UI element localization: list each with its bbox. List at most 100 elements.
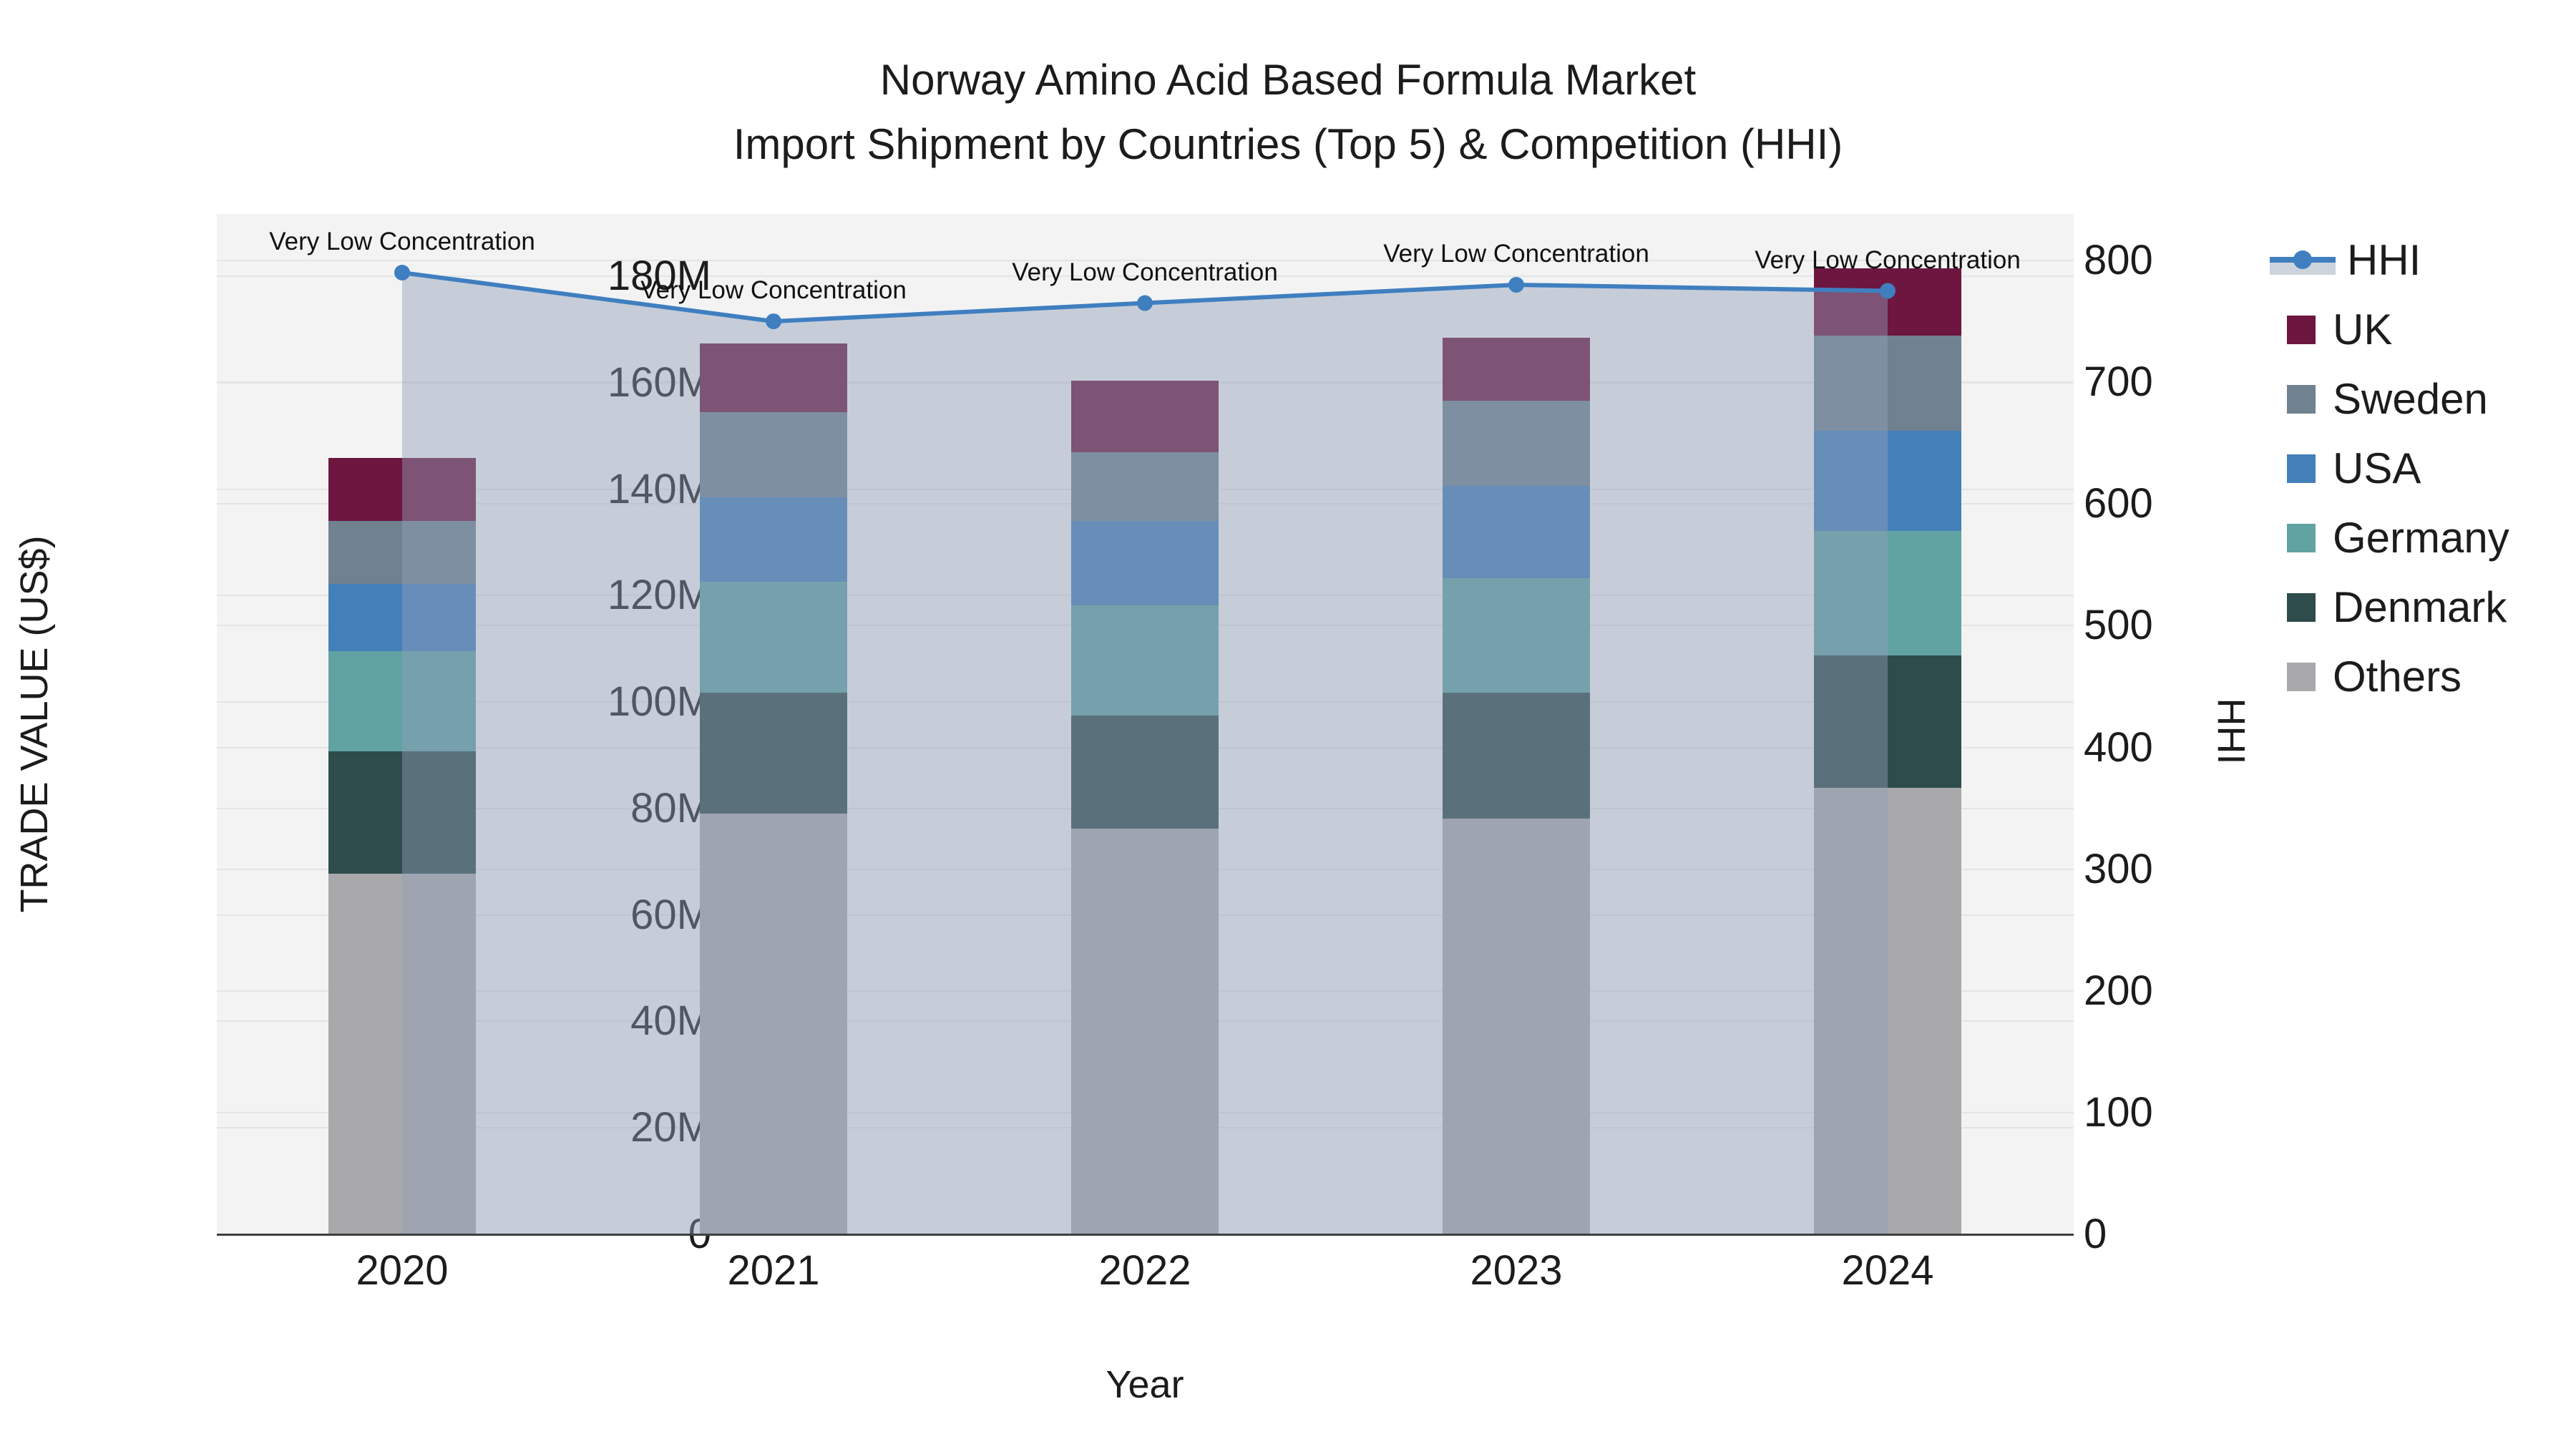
plot-area: Very Low Concentration Very Low Concentra… xyxy=(217,214,2074,1236)
legend-label-denmark: Denmark xyxy=(2333,582,2507,631)
hhi-marker-2022[interactable] xyxy=(1137,295,1153,311)
y-right-tick-100: 100 xyxy=(2084,1088,2153,1136)
legend-item-sweden[interactable]: Sweden xyxy=(2270,364,2509,434)
legend-swatch-uk xyxy=(2287,315,2316,344)
bar-stack-2021 xyxy=(700,214,847,1234)
x-tick-2023: 2023 xyxy=(1470,1247,1563,1294)
legend-label-hhi: HHI xyxy=(2347,235,2421,284)
bar-segment-usa-2022[interactable] xyxy=(1071,521,1219,605)
bar-segment-germany-2023[interactable] xyxy=(1443,577,1590,693)
legend-label-others: Others xyxy=(2333,652,2462,701)
annotation-2023: Very Low Concentration xyxy=(1383,240,1649,268)
gridline-left-180 xyxy=(217,275,2074,277)
bar-segment-denmark-2020[interactable] xyxy=(328,751,476,874)
legend-swatch-sweden xyxy=(2287,384,2316,414)
y-right-tick-700: 700 xyxy=(2084,358,2153,406)
hhi-overlay xyxy=(394,265,1896,1234)
bar-segment-germany-2022[interactable] xyxy=(1071,605,1219,716)
bar-segment-others-2024[interactable] xyxy=(1814,787,1961,1234)
legend-hhi-line-icon xyxy=(2270,245,2336,275)
bar-segment-uk-2021[interactable] xyxy=(700,343,847,412)
chart-title-line-1: Norway Amino Acid Based Formula Market xyxy=(879,56,1697,104)
annotation-2024: Very Low Concentration xyxy=(1755,245,2021,274)
legend-item-others[interactable]: Others xyxy=(2270,642,2509,711)
y-right-tick-500: 500 xyxy=(2084,602,2153,649)
bar-segment-others-2023[interactable] xyxy=(1443,819,1590,1234)
bar-segment-denmark-2022[interactable] xyxy=(1071,716,1219,829)
bar-segment-denmark-2021[interactable] xyxy=(700,692,847,814)
bar-stack-2024 xyxy=(1814,214,1961,1234)
legend-item-germany[interactable]: Germany xyxy=(2270,503,2509,572)
x-tick-2024: 2024 xyxy=(1841,1247,1934,1294)
bar-stack-2023 xyxy=(1443,214,1590,1234)
y-right-tick-0: 0 xyxy=(2084,1211,2107,1257)
bar-segment-others-2022[interactable] xyxy=(1071,829,1219,1234)
hhi-marker-2024[interactable] xyxy=(1880,283,1896,299)
y-right-tick-800: 800 xyxy=(2084,237,2153,283)
legend-label-sweden: Sweden xyxy=(2333,374,2488,423)
bar-segment-sweden-2023[interactable] xyxy=(1443,401,1590,487)
bar-segment-uk-2024[interactable] xyxy=(1814,268,1961,336)
bar-stack-2022 xyxy=(1071,214,1219,1234)
bar-segment-usa-2024[interactable] xyxy=(1814,430,1961,532)
bar-stack-2020 xyxy=(328,214,476,1234)
y-left-tick-60m: 60M xyxy=(525,894,711,936)
bar-segment-sweden-2021[interactable] xyxy=(700,411,847,498)
y-left-tick-20m: 20M xyxy=(525,1107,711,1148)
bar-segment-uk-2022[interactable] xyxy=(1071,380,1219,453)
bar-segment-denmark-2024[interactable] xyxy=(1814,655,1961,788)
y-left-tick-80m: 80M xyxy=(525,787,711,829)
gridline-right-800 xyxy=(217,260,2074,261)
legend-swatch-germany xyxy=(2287,523,2316,552)
bar-segment-usa-2021[interactable] xyxy=(700,497,847,582)
legend-swatch-denmark xyxy=(2287,592,2316,622)
bar-segment-germany-2024[interactable] xyxy=(1814,531,1961,655)
y-left-tick-180m: 180M xyxy=(607,252,711,299)
y-left-tick-120m: 120M xyxy=(525,575,711,616)
annotation-2022: Very Low Concentration xyxy=(1012,258,1278,286)
legend-label-usa: USA xyxy=(2333,444,2421,492)
legend-label-uk: UK xyxy=(2333,305,2393,353)
legend-swatch-others xyxy=(2287,662,2316,691)
hhi-area-fill xyxy=(402,273,1888,1234)
x-tick-2022: 2022 xyxy=(1098,1247,1191,1294)
bar-segment-sweden-2024[interactable] xyxy=(1814,335,1961,431)
y-left-tick-140m: 140M xyxy=(525,468,711,510)
x-axis-line xyxy=(217,1234,2074,1236)
y-right-tick-200: 200 xyxy=(2084,967,2153,1014)
y-left-tick-160m: 160M xyxy=(525,361,711,404)
bar-segment-germany-2021[interactable] xyxy=(700,582,847,693)
legend-item-usa[interactable]: USA xyxy=(2270,434,2509,503)
legend-item-hhi[interactable]: HHI xyxy=(2270,225,2509,295)
hhi-marker-2023[interactable] xyxy=(1508,277,1524,293)
y-left-tick-40m: 40M xyxy=(525,1000,711,1042)
legend: HHI UK Sweden USA Germany Denmark Others xyxy=(2270,225,2509,711)
legend-item-uk[interactable]: UK xyxy=(2270,295,2509,364)
bar-segment-others-2021[interactable] xyxy=(700,813,847,1234)
bar-segment-others-2020[interactable] xyxy=(328,873,476,1234)
x-axis-title: Year xyxy=(1106,1363,1184,1406)
chart-title-line-2: Import Shipment by Countries (Top 5) & C… xyxy=(733,120,1843,168)
y-right-tick-300: 300 xyxy=(2084,845,2153,892)
bar-segment-usa-2020[interactable] xyxy=(328,583,476,651)
bar-segment-denmark-2023[interactable] xyxy=(1443,692,1590,819)
hhi-marker-2021[interactable] xyxy=(766,313,781,330)
hhi-marker-2020[interactable] xyxy=(394,265,410,281)
legend-label-germany: Germany xyxy=(2333,513,2509,562)
y-axis-right-title: HHI xyxy=(2210,698,2253,765)
y-left-tick-100m: 100M xyxy=(525,681,711,723)
legend-item-denmark[interactable]: Denmark xyxy=(2270,572,2509,642)
annotation-2020: Very Low Concentration xyxy=(269,228,535,255)
bar-segment-usa-2023[interactable] xyxy=(1443,486,1590,578)
x-tick-2020: 2020 xyxy=(356,1247,449,1294)
bar-segment-uk-2020[interactable] xyxy=(328,458,476,522)
y-right-tick-600: 600 xyxy=(2084,480,2153,527)
bar-segment-sweden-2022[interactable] xyxy=(1071,452,1219,522)
bar-segment-sweden-2020[interactable] xyxy=(328,521,476,584)
legend-swatch-usa xyxy=(2287,454,2316,483)
annotation-2021: Very Low Concentration xyxy=(640,276,907,305)
bar-segment-uk-2023[interactable] xyxy=(1443,338,1590,401)
y-right-tick-400: 400 xyxy=(2084,723,2153,771)
bar-segment-germany-2020[interactable] xyxy=(328,650,476,751)
